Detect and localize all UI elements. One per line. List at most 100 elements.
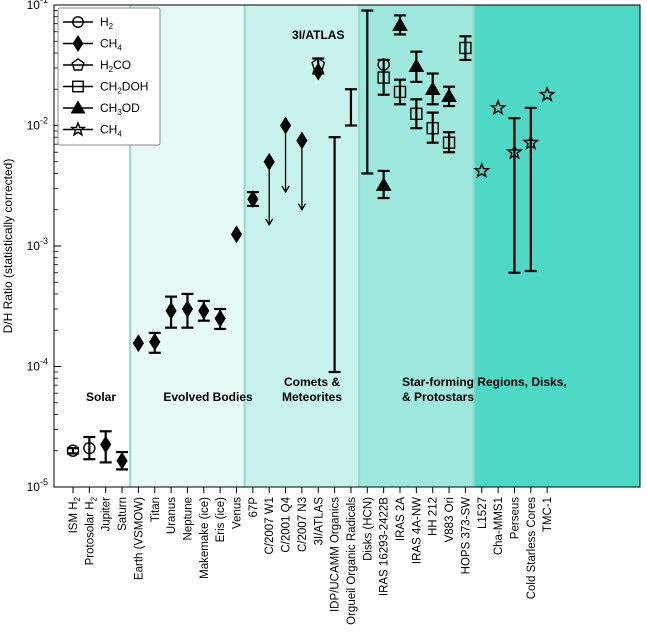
x-tick-label: ISM H2 (68, 496, 82, 533)
x-tick-label: IRAS 16293-2422B (379, 497, 391, 596)
data-point-diamond (100, 435, 112, 454)
region-band-comets-meteorites (244, 5, 360, 487)
data-point-diamond (279, 116, 292, 135)
x-tick-label: Cha-MMS1 (493, 497, 505, 555)
legend-marker-square (72, 80, 84, 93)
x-tick-label: V883 Ori (444, 497, 456, 542)
y-axis-label: D/H Ratio (statistically corrected) (1, 159, 15, 334)
region-band-star-forming (359, 5, 474, 487)
x-tick-label: Makemake (ice) (199, 497, 211, 579)
upper-limit-arrow-head (297, 203, 306, 212)
data-point-diamond (296, 131, 308, 150)
data-point-triangle (375, 177, 392, 191)
data-point-square (426, 121, 439, 135)
x-tick-label: Earth (VSMOW) (133, 497, 145, 580)
region-backgrounds (54, 5, 640, 487)
data-point-diamond (165, 301, 177, 320)
region-label: Meteorites (282, 390, 342, 404)
region-label: Evolved Bodies (163, 390, 253, 404)
x-tick-label: Orgueil Organic Radicals (346, 497, 358, 625)
data-point-star (473, 161, 491, 179)
region-labels: Solar Evolved Bodies Comets &Meteorites Sta… (86, 375, 567, 404)
x-tick-label: Neptune (182, 497, 194, 540)
data-point-circle (83, 441, 96, 455)
data-point-diamond (149, 332, 161, 351)
upper-limit-arrow-head (281, 185, 290, 194)
data-point-diamond (230, 225, 243, 244)
region-dividers (129, 5, 475, 487)
data-point-square (442, 136, 456, 149)
data-point-diamond (198, 301, 210, 320)
x-tick-label: 67P (248, 497, 260, 518)
legend-label: H2 (100, 15, 114, 31)
y-tick-label: 10-2 (27, 116, 48, 133)
y-tick-label: 10-1 (27, 0, 48, 12)
legend-label: H2CO (100, 58, 131, 74)
y-tick-label: 10-4 (27, 357, 48, 374)
data-point-diamond (263, 152, 275, 171)
data-point-square (393, 85, 407, 99)
x-tick-label: C/2007 N3 (297, 497, 309, 552)
x-tick-label: Uranus (166, 497, 178, 534)
legend-marker-star (69, 120, 87, 137)
x-tick-label: HH 212 (428, 497, 440, 536)
data-point-star (505, 143, 524, 160)
data-point-diamond (214, 309, 226, 328)
series-h2 (66, 58, 390, 461)
y-tick-label: 10-5 (27, 477, 48, 494)
series-ch4-star (473, 85, 556, 274)
legend-marker-pentagon (71, 57, 85, 71)
series-ch2doh (377, 35, 472, 154)
x-tick-label: IRAS 2A (395, 497, 407, 541)
x-tick-label: Cold Starless Cores (526, 497, 538, 600)
data-point-triangle (424, 81, 441, 95)
x-tick-label: IDP/UCAMM Organics (330, 497, 342, 612)
data-point-diamond (247, 190, 259, 209)
x-tick-label: Protosolar H2 (84, 496, 98, 565)
data-point-diamond (181, 300, 194, 318)
legend: H2 CH4 H2CO CH2DOH CH3OD CH4 (57, 7, 161, 146)
y-axis: 10-5 10-4 10-3 10-2 10-1 (27, 0, 61, 494)
x-tick-label: 3I/ATLAS (313, 497, 325, 546)
data-marks (66, 9, 556, 471)
data-point-triangle (392, 17, 408, 31)
data-point-diamond (116, 451, 128, 470)
series-ch3od (375, 14, 457, 200)
data-point-square (459, 41, 472, 55)
x-tick-label: L1527 (477, 497, 489, 529)
data-point-square (377, 71, 390, 84)
legend-marker-diamond (72, 34, 84, 53)
data-point-triangle (408, 58, 425, 73)
legend-label: CH4 (100, 123, 122, 139)
annotation-3i-atlas: 3I/ATLAS (292, 28, 344, 42)
series-ranges (328, 9, 374, 374)
annotations: 3I/ATLAS (292, 28, 344, 42)
data-point-circle (66, 444, 80, 457)
data-point-diamond (132, 334, 144, 353)
y-tick-label: 10-3 (27, 236, 48, 253)
data-point-star (489, 98, 507, 116)
region-label: Star-forming Regions, Disks, (402, 375, 567, 389)
legend-marker-circle (72, 16, 84, 28)
data-point-square (410, 107, 423, 121)
x-tick-label: TMC-1 (542, 497, 554, 532)
x-tick-label: Disks (HCN) (362, 497, 374, 561)
legend-label: CH4 (100, 37, 122, 53)
region-band-starless-cores (473, 5, 640, 487)
series-h2co (311, 57, 326, 75)
region-label: & Protostars (402, 390, 474, 404)
series-ch4 (99, 62, 324, 471)
legend-marker-triangle (70, 100, 86, 114)
data-point-star (538, 85, 556, 103)
x-tick-label: C/2001 Q4 (281, 496, 293, 552)
x-tick-label: Titan (150, 497, 162, 522)
x-tick-label: Jupiter (101, 497, 113, 532)
x-tick-label: Saturn (117, 497, 129, 531)
x-tick-label: Eris (ice) (215, 497, 227, 543)
legend-label: CH3OD (100, 101, 140, 117)
data-point-triangle (441, 88, 457, 102)
region-label: Solar (86, 390, 116, 404)
data-point-pentagon (311, 57, 326, 71)
region-label: Comets & (284, 375, 340, 389)
